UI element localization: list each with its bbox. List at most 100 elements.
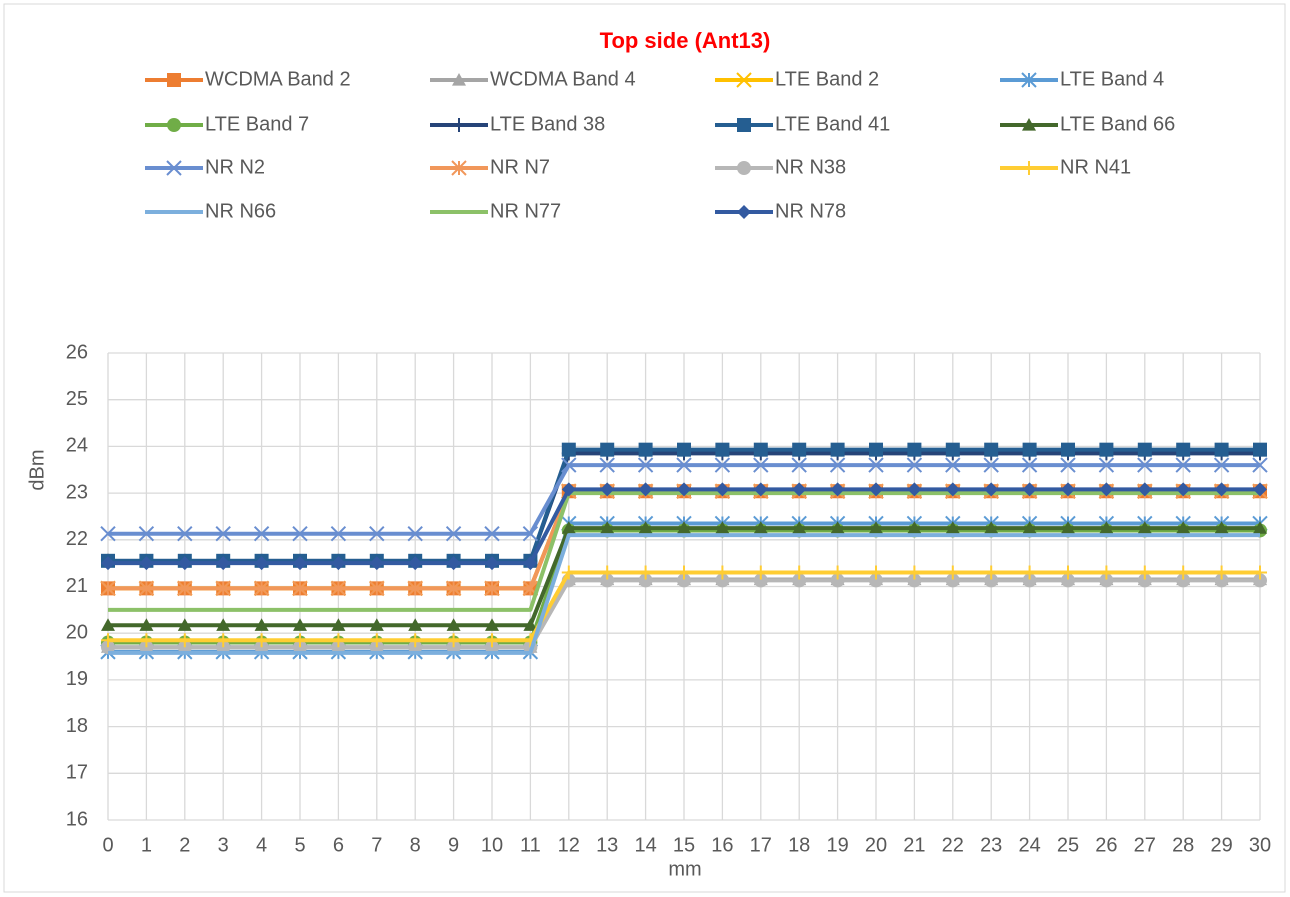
marker — [1022, 161, 1036, 175]
marker — [753, 565, 768, 580]
x-tick-label: 22 — [942, 834, 964, 856]
y-tick-label: 24 — [66, 435, 88, 457]
marker — [215, 580, 231, 597]
marker — [293, 640, 307, 655]
marker — [984, 573, 999, 588]
marker — [907, 521, 922, 534]
marker — [408, 618, 423, 631]
x-tick-label: 7 — [371, 834, 382, 856]
marker — [293, 618, 307, 631]
marker — [292, 580, 308, 597]
marker — [253, 580, 270, 597]
marker — [715, 573, 730, 588]
marker — [869, 565, 883, 580]
marker — [1021, 72, 1037, 88]
marker — [1099, 573, 1114, 588]
marker — [677, 573, 691, 588]
marker — [1214, 482, 1229, 497]
marker — [139, 633, 154, 648]
marker — [523, 556, 538, 571]
x-tick-label: 20 — [865, 834, 887, 856]
marker — [446, 618, 461, 631]
marker — [369, 526, 385, 542]
marker — [983, 457, 999, 473]
x-tick-label: 3 — [218, 834, 229, 856]
marker — [254, 633, 269, 648]
marker — [1176, 482, 1191, 497]
y-tick-label: 17 — [66, 762, 88, 784]
marker — [1214, 573, 1229, 588]
marker — [907, 565, 922, 580]
marker — [1098, 457, 1115, 473]
legend-item: LTE Band 66 — [1000, 113, 1175, 135]
marker — [753, 442, 768, 457]
marker — [292, 526, 308, 542]
marker — [829, 457, 846, 473]
x-tick-label: 5 — [294, 834, 305, 856]
marker — [445, 580, 462, 597]
marker — [715, 442, 730, 457]
legend-label: LTE Band 41 — [775, 113, 890, 135]
x-tick-label: 14 — [634, 834, 656, 856]
marker — [331, 633, 346, 648]
x-tick-label: 11 — [520, 834, 541, 856]
marker — [166, 160, 182, 176]
marker — [792, 442, 807, 457]
marker — [253, 526, 270, 542]
marker — [484, 526, 500, 542]
marker — [216, 556, 231, 571]
x-tick-label: 6 — [333, 834, 344, 856]
x-tick-label: 12 — [558, 834, 580, 856]
marker — [676, 457, 692, 473]
marker — [1213, 457, 1230, 473]
legend-label: WCDMA Band 4 — [490, 68, 636, 90]
marker — [830, 565, 845, 580]
marker — [1252, 457, 1268, 473]
marker — [1022, 118, 1036, 131]
marker — [1253, 565, 1267, 580]
marker — [1061, 482, 1075, 497]
x-tick-label: 30 — [1249, 834, 1271, 856]
x-tick-label: 21 — [903, 834, 925, 856]
marker — [945, 442, 960, 457]
marker — [1061, 521, 1075, 534]
marker — [407, 580, 423, 597]
marker — [1099, 565, 1114, 580]
marker — [1099, 442, 1114, 457]
marker — [791, 457, 807, 473]
marker — [177, 618, 192, 631]
marker — [600, 565, 615, 580]
x-tick-label: 10 — [481, 834, 503, 856]
marker — [254, 640, 269, 655]
legend-item: NR N77 — [430, 200, 561, 222]
legend-label: LTE Band 4 — [1060, 68, 1164, 90]
marker — [715, 565, 730, 580]
marker — [446, 633, 461, 648]
marker — [293, 633, 307, 648]
marker — [1175, 457, 1191, 473]
marker — [1022, 442, 1037, 457]
legend-label: NR N66 — [205, 200, 276, 222]
marker — [485, 618, 499, 631]
marker — [408, 633, 423, 648]
x-tick-label: 24 — [1018, 834, 1040, 856]
marker — [561, 565, 576, 580]
legend-item: NR N38 — [715, 156, 846, 178]
marker — [177, 640, 192, 655]
marker — [907, 573, 922, 588]
marker — [906, 457, 923, 473]
legend-item: LTE Band 4 — [1000, 68, 1164, 90]
marker — [561, 457, 577, 473]
marker — [753, 457, 769, 473]
marker — [254, 556, 269, 571]
series-line — [108, 533, 1260, 655]
marker — [522, 526, 539, 542]
marker — [452, 118, 466, 132]
marker — [369, 640, 384, 655]
marker — [1061, 442, 1075, 457]
legend-label: NR N41 — [1060, 156, 1131, 178]
marker — [1137, 482, 1152, 497]
x-tick-label: 27 — [1134, 834, 1156, 856]
x-tick-label: 23 — [980, 834, 1002, 856]
